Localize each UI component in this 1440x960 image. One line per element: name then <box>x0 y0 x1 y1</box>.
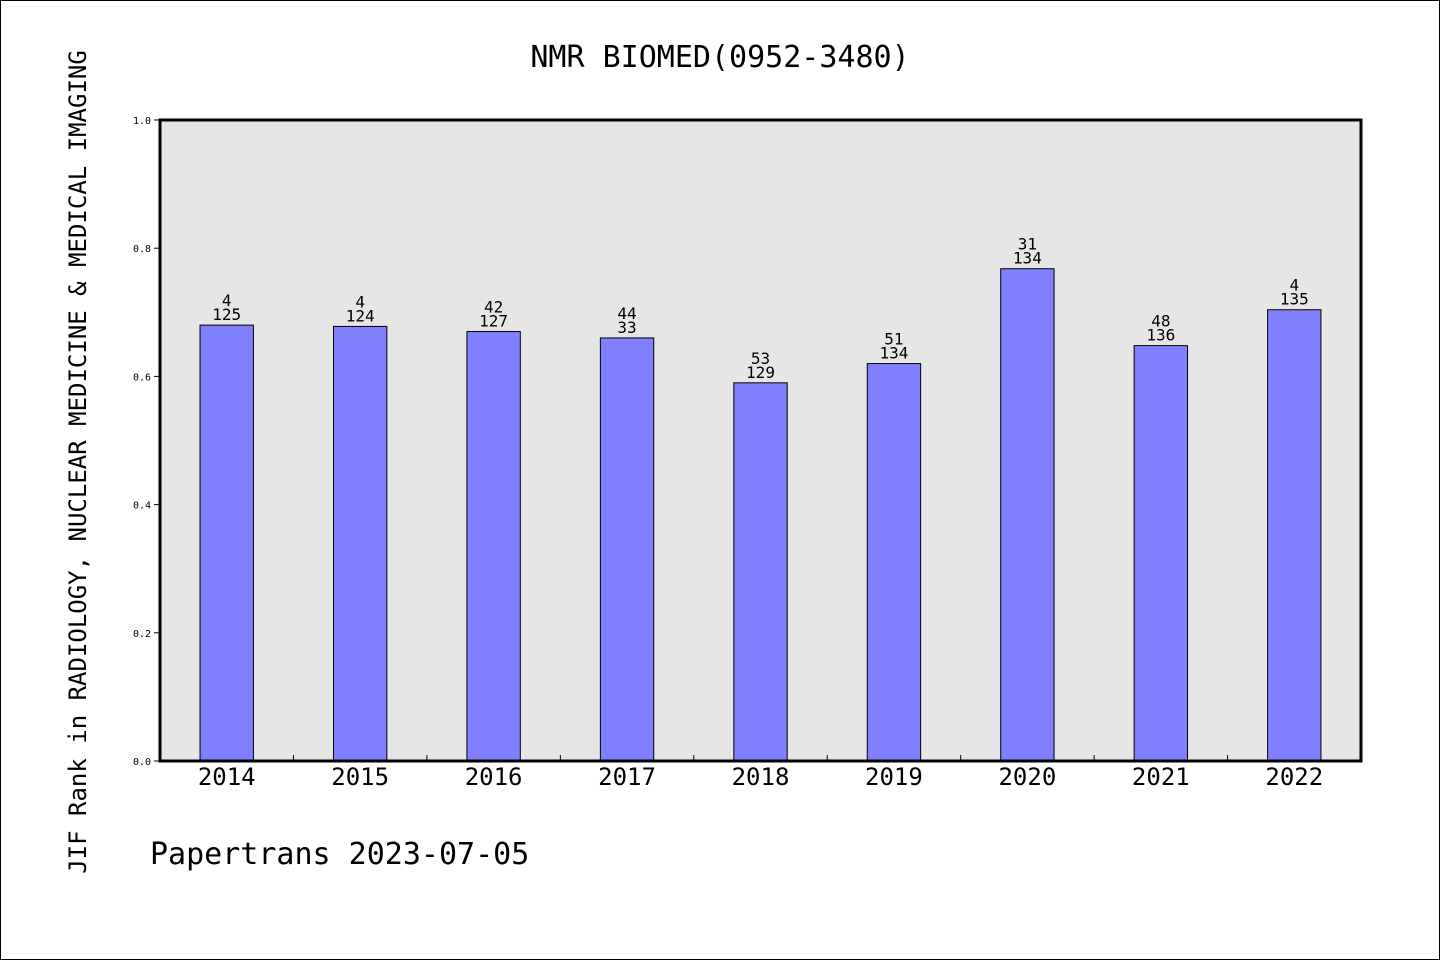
bar-label-top: 48 <box>1151 312 1170 331</box>
bar-label-bottom: 124 <box>346 306 375 325</box>
chart-title: NMR BIOMED(0952-3480) <box>530 40 909 75</box>
x-tick-label: 2017 <box>598 763 656 791</box>
bar <box>1267 309 1322 762</box>
x-tick-label: 2019 <box>865 763 923 791</box>
y-tick-label: 0.4 <box>133 501 151 512</box>
y-axis: 0.0 0.2 0.4 0.6 0.8 1.0 <box>133 116 160 768</box>
y-tick-label: 1.0 <box>133 116 151 127</box>
bar-label-bottom: 134 <box>879 344 908 363</box>
bar-label-top: 44 <box>617 304 636 323</box>
bar <box>199 324 254 762</box>
footer-credit: Papertrans 2023-07-05 <box>150 837 529 872</box>
y-tick-label: 0.0 <box>133 757 151 768</box>
bar <box>466 331 521 762</box>
bar-label-bottom: 134 <box>1013 249 1042 268</box>
x-axis: 2014 2015 2016 2017 2018 2019 2020 2021 2022 <box>198 755 1323 791</box>
bar <box>332 325 388 762</box>
bar-label-top: 42 <box>484 298 503 317</box>
x-tick-label: 2018 <box>732 763 790 791</box>
y-tick-label: 0.2 <box>133 629 151 640</box>
bar-label-top: 4 <box>355 292 365 311</box>
y-tick-label: 0.8 <box>133 244 151 255</box>
x-tick-label: 2020 <box>998 763 1056 791</box>
x-tick-label: 2015 <box>331 763 389 791</box>
y-axis-label: JIF Rank in RADIOLOGY, NUCLEAR MEDICINE … <box>64 50 92 874</box>
bar-label-top: 53 <box>751 349 770 368</box>
bar-label-bottom: 33 <box>617 318 636 337</box>
bar-label-bottom: 127 <box>479 312 508 331</box>
bar <box>599 337 655 762</box>
bar <box>866 363 922 762</box>
x-tick-label: 2022 <box>1265 763 1323 791</box>
bar-label-bottom: 129 <box>746 363 775 382</box>
bar <box>1000 268 1055 762</box>
x-tick-label: 2014 <box>198 763 256 791</box>
bar-label-top: 4 <box>1289 276 1299 295</box>
bar <box>1133 345 1189 762</box>
bar <box>733 382 788 762</box>
bar-label-top: 51 <box>884 330 903 349</box>
bar-label-bottom: 125 <box>212 305 241 324</box>
bar-label-top: 4 <box>222 291 232 310</box>
y-tick-label: 0.6 <box>133 372 151 383</box>
plot-border <box>158 118 1363 763</box>
bar-label-bottom: 136 <box>1146 326 1175 345</box>
bar-label-bottom: 135 <box>1280 290 1309 309</box>
x-tick-label: 2016 <box>465 763 523 791</box>
bar-label-top: 31 <box>1018 235 1037 254</box>
x-tick-label: 2021 <box>1132 763 1190 791</box>
